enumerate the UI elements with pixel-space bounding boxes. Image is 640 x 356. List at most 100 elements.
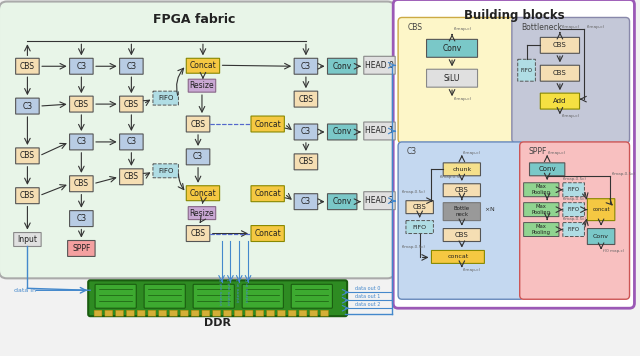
Text: Conv: Conv	[333, 197, 352, 206]
FancyBboxPatch shape	[170, 310, 177, 316]
FancyBboxPatch shape	[116, 310, 124, 316]
Text: Bottleneck: Bottleneck	[522, 23, 563, 32]
FancyBboxPatch shape	[245, 310, 253, 316]
Text: Bottle
neck: Bottle neck	[454, 206, 470, 217]
Text: Concat: Concat	[189, 61, 216, 70]
Text: C3: C3	[407, 147, 417, 156]
FancyBboxPatch shape	[153, 91, 179, 105]
FancyBboxPatch shape	[70, 134, 93, 150]
Text: f(map,c): f(map,c)	[562, 25, 580, 30]
FancyBboxPatch shape	[512, 17, 630, 143]
FancyBboxPatch shape	[310, 310, 317, 316]
FancyBboxPatch shape	[186, 149, 210, 165]
Text: HEAD 1: HEAD 1	[365, 126, 394, 136]
Text: CBS: CBS	[553, 42, 567, 48]
FancyBboxPatch shape	[70, 58, 93, 74]
Text: FIFO: FIFO	[413, 225, 427, 230]
Text: C3: C3	[193, 152, 203, 161]
FancyBboxPatch shape	[144, 284, 186, 308]
FancyBboxPatch shape	[563, 183, 584, 197]
Text: interm in 0: interm in 0	[246, 278, 250, 302]
Text: FPGA fabric: FPGA fabric	[153, 13, 236, 26]
Text: SPPF: SPPF	[72, 244, 90, 253]
Text: data in: data in	[13, 288, 36, 293]
FancyBboxPatch shape	[186, 116, 210, 132]
FancyBboxPatch shape	[540, 37, 580, 53]
Text: CBS: CBS	[191, 120, 205, 129]
FancyBboxPatch shape	[0, 1, 395, 278]
FancyBboxPatch shape	[242, 284, 284, 308]
FancyBboxPatch shape	[444, 184, 481, 197]
Text: Conv: Conv	[442, 44, 461, 53]
Text: f(map,c): f(map,c)	[586, 25, 605, 30]
Text: CBS: CBS	[20, 62, 35, 71]
Text: Max
Pooling: Max Pooling	[532, 184, 551, 195]
Text: Resize: Resize	[189, 209, 214, 218]
FancyBboxPatch shape	[444, 229, 481, 241]
Text: CBS: CBS	[298, 157, 314, 166]
Text: C3: C3	[301, 62, 311, 71]
FancyBboxPatch shape	[120, 169, 143, 185]
FancyBboxPatch shape	[328, 58, 357, 74]
FancyBboxPatch shape	[294, 124, 317, 140]
FancyBboxPatch shape	[426, 40, 477, 57]
FancyBboxPatch shape	[70, 96, 93, 112]
Text: interm in 1: interm in 1	[237, 278, 241, 302]
FancyBboxPatch shape	[328, 124, 357, 140]
Text: CBS: CBS	[455, 187, 468, 193]
FancyBboxPatch shape	[321, 310, 328, 316]
Text: f(map,0.5c): f(map,0.5c)	[440, 175, 464, 179]
FancyBboxPatch shape	[444, 163, 481, 176]
Text: data out 2: data out 2	[355, 302, 380, 307]
FancyBboxPatch shape	[202, 310, 210, 316]
Text: CBS: CBS	[298, 95, 314, 104]
FancyBboxPatch shape	[529, 163, 565, 176]
FancyBboxPatch shape	[251, 116, 284, 132]
FancyBboxPatch shape	[153, 164, 179, 178]
FancyBboxPatch shape	[15, 98, 39, 114]
FancyBboxPatch shape	[364, 192, 395, 210]
FancyBboxPatch shape	[406, 201, 433, 214]
Text: concat: concat	[592, 207, 610, 212]
FancyBboxPatch shape	[406, 221, 433, 234]
FancyBboxPatch shape	[70, 176, 93, 192]
FancyBboxPatch shape	[398, 142, 524, 299]
FancyBboxPatch shape	[426, 69, 477, 87]
Text: C3: C3	[126, 62, 136, 71]
Text: f(map,0.5c): f(map,0.5c)	[563, 177, 587, 181]
Text: f(map,0.5c): f(map,0.5c)	[563, 216, 587, 221]
FancyBboxPatch shape	[524, 203, 559, 216]
FancyBboxPatch shape	[193, 284, 234, 308]
Text: f(map,c): f(map,c)	[548, 151, 566, 155]
FancyBboxPatch shape	[70, 211, 93, 226]
FancyBboxPatch shape	[278, 310, 285, 316]
Text: CBS: CBS	[408, 23, 423, 32]
FancyBboxPatch shape	[159, 310, 166, 316]
FancyBboxPatch shape	[148, 310, 156, 316]
Text: CBS: CBS	[124, 172, 139, 181]
Text: CBS: CBS	[553, 70, 567, 76]
Text: C3: C3	[76, 214, 86, 223]
FancyBboxPatch shape	[251, 186, 284, 201]
Text: Conv: Conv	[333, 62, 352, 71]
FancyBboxPatch shape	[563, 203, 584, 216]
FancyBboxPatch shape	[299, 310, 307, 316]
Text: Conv: Conv	[333, 127, 352, 136]
Text: $\times$N: $\times$N	[484, 205, 496, 213]
Text: CBS: CBS	[124, 100, 139, 109]
Text: f(map,0.5c): f(map,0.5c)	[402, 246, 426, 250]
FancyBboxPatch shape	[188, 79, 216, 92]
Text: C3: C3	[22, 101, 33, 111]
Text: SPPF: SPPF	[529, 147, 547, 156]
Text: data out 0: data out 0	[355, 286, 380, 291]
FancyBboxPatch shape	[444, 203, 481, 221]
FancyBboxPatch shape	[398, 17, 516, 143]
FancyBboxPatch shape	[328, 194, 357, 210]
Text: f(map,0.5c): f(map,0.5c)	[563, 197, 587, 201]
Text: Concat: Concat	[254, 229, 281, 238]
Text: Concat: Concat	[189, 189, 216, 198]
FancyBboxPatch shape	[524, 183, 559, 197]
Text: concat: concat	[447, 255, 468, 260]
FancyBboxPatch shape	[186, 58, 220, 73]
Text: HEAD 0: HEAD 0	[365, 61, 394, 70]
